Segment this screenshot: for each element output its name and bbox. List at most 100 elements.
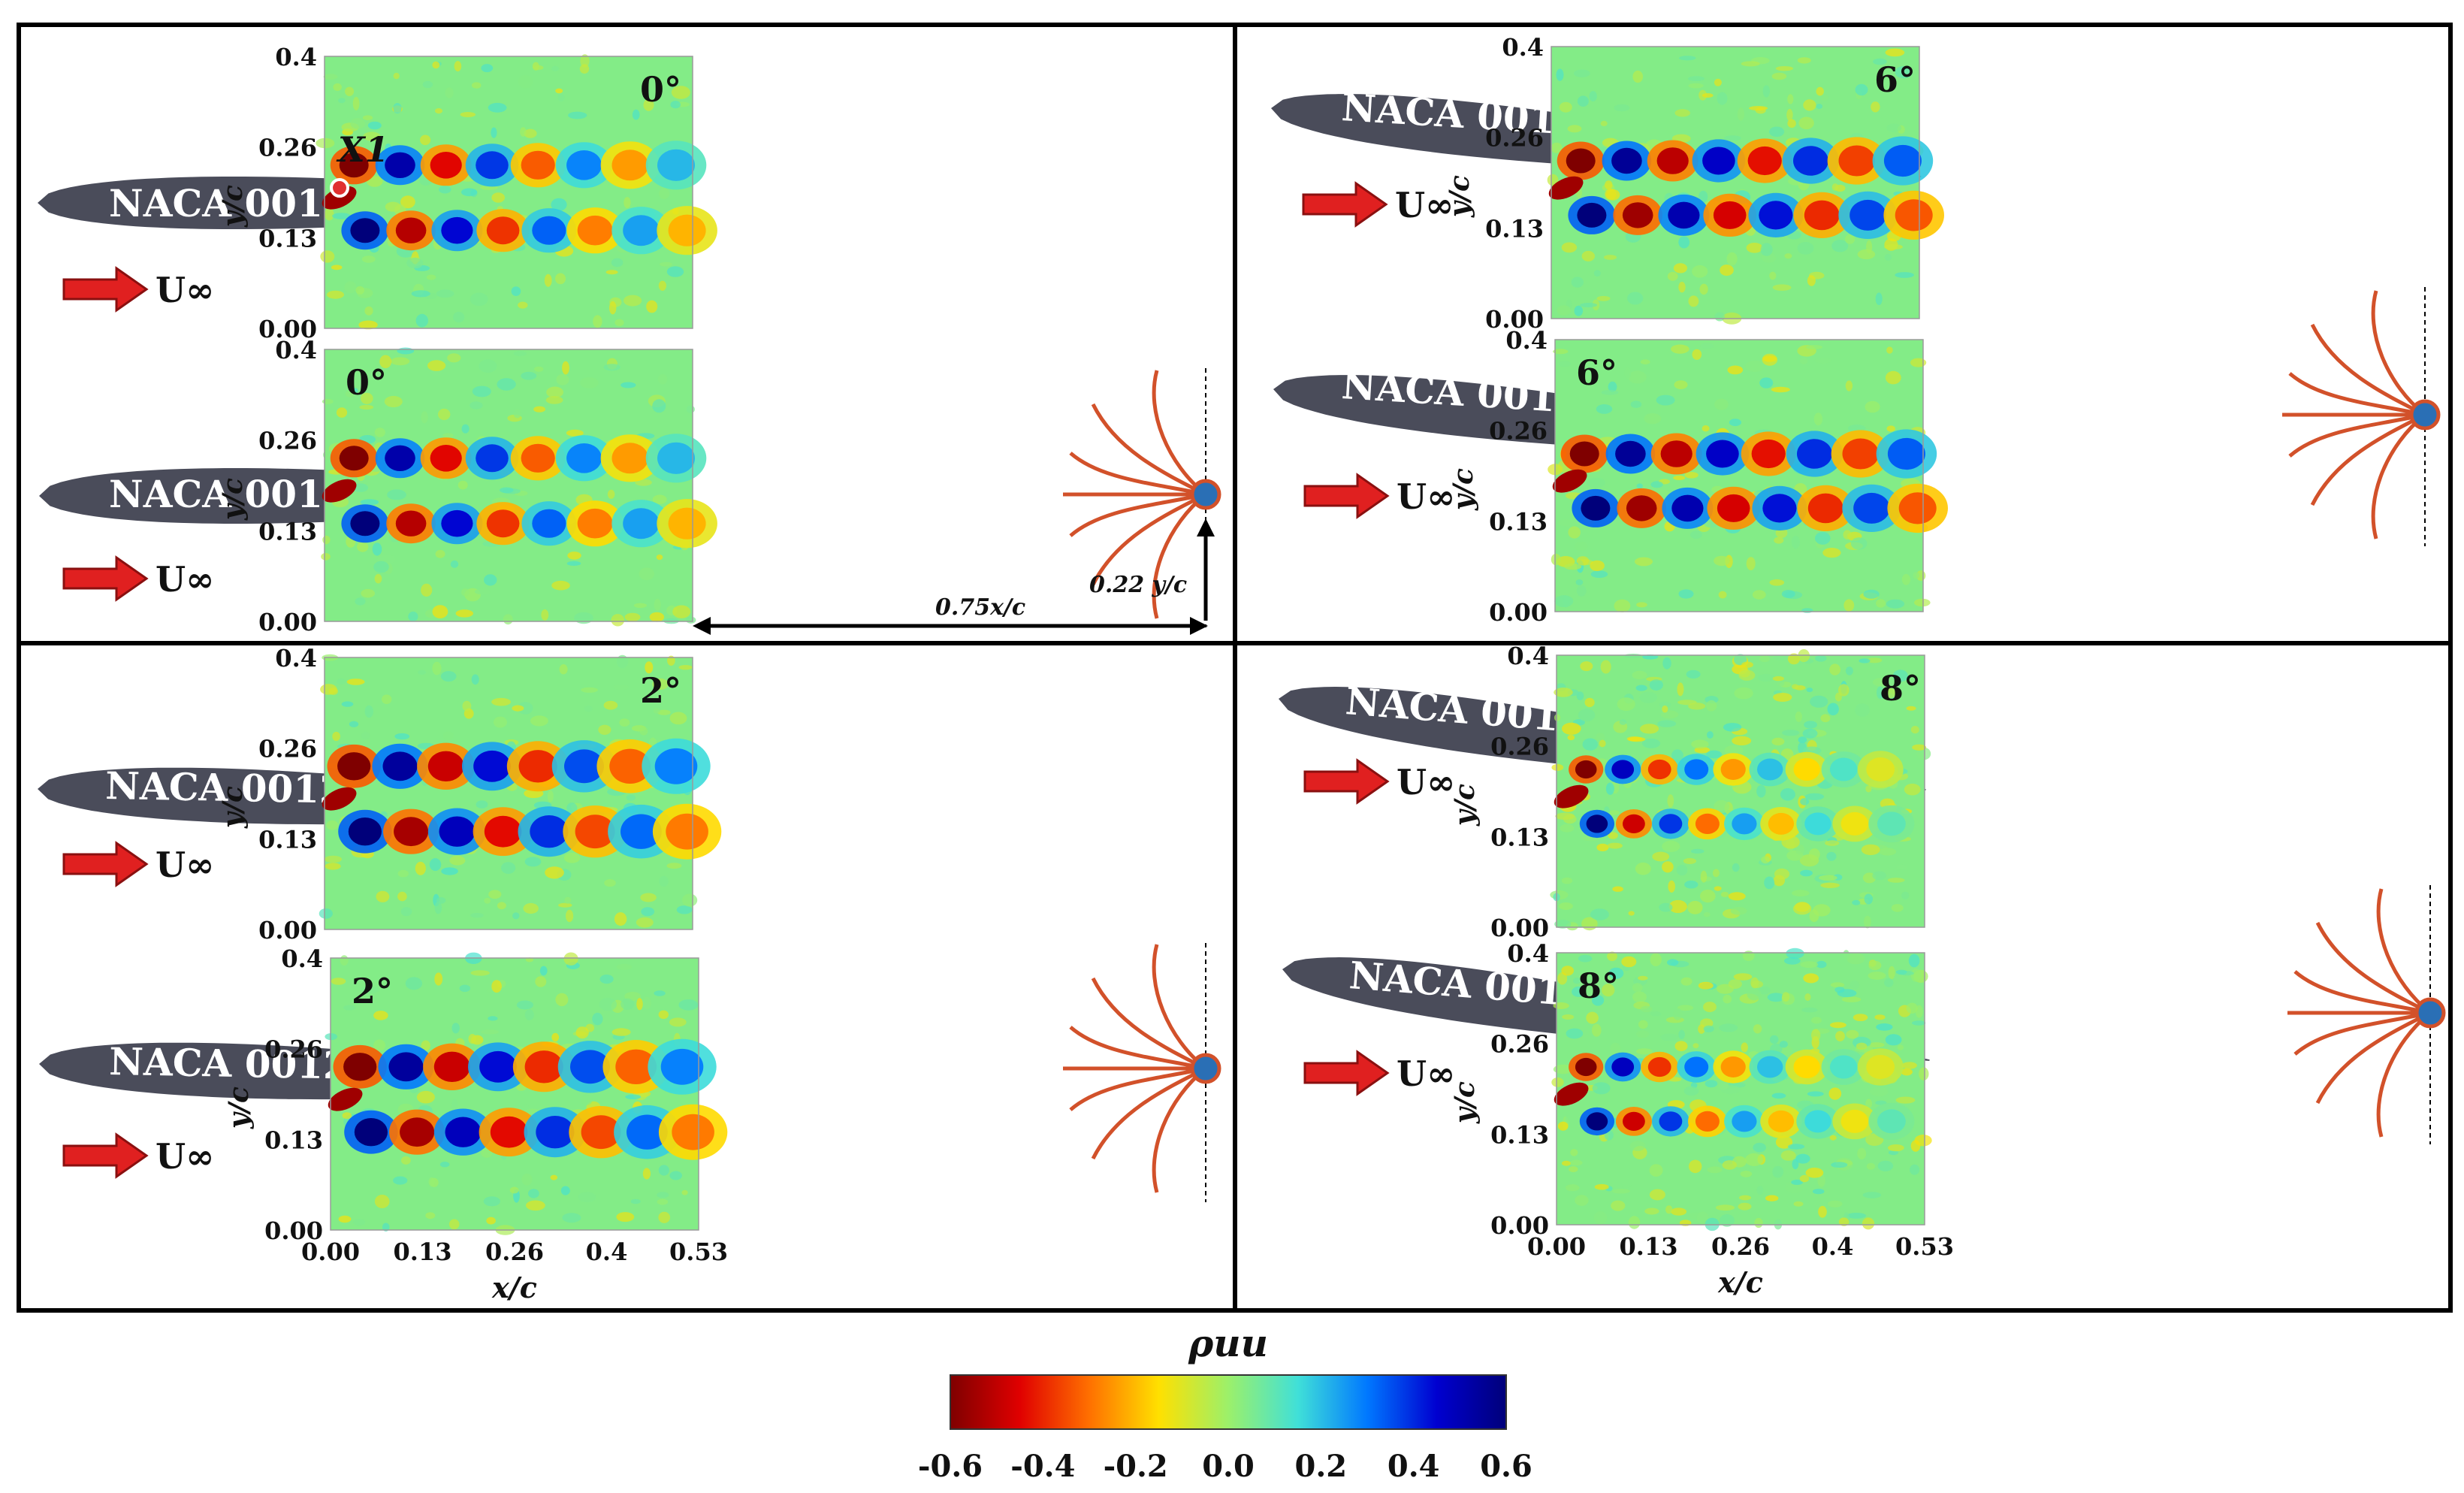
noise-speck bbox=[669, 712, 687, 725]
noise-speck bbox=[678, 665, 693, 670]
correlation-field bbox=[1547, 46, 1944, 325]
vortex-core bbox=[611, 443, 648, 474]
colorbar-tick-label: -0.6 bbox=[918, 1449, 983, 1484]
noise-speck bbox=[1855, 703, 1871, 717]
vortex-core bbox=[1660, 440, 1692, 467]
noise-speck bbox=[1806, 688, 1813, 693]
noise-speck bbox=[451, 1023, 460, 1034]
noise-speck bbox=[555, 88, 563, 94]
noise-speck bbox=[1559, 902, 1573, 910]
noise-speck bbox=[1678, 589, 1694, 599]
noise-speck bbox=[682, 893, 698, 907]
vortex-core bbox=[1659, 814, 1683, 834]
noise-speck bbox=[533, 406, 545, 413]
noise-speck bbox=[1569, 1159, 1583, 1166]
noise-speck bbox=[1571, 277, 1584, 288]
noise-speck bbox=[434, 972, 443, 986]
noise-speck bbox=[551, 580, 570, 591]
noise-speck bbox=[1662, 861, 1674, 873]
noise-speck bbox=[1737, 107, 1745, 121]
noise-speck bbox=[1688, 83, 1704, 89]
noise-speck bbox=[470, 912, 484, 918]
noise-speck bbox=[1757, 673, 1775, 682]
noise-speck bbox=[1561, 877, 1573, 884]
noise-speck bbox=[1841, 996, 1862, 1002]
noise-speck bbox=[364, 306, 373, 316]
noise-speck bbox=[361, 392, 373, 404]
freestream-label: U∞ bbox=[1397, 476, 1455, 517]
noise-speck bbox=[649, 612, 665, 622]
noise-speck bbox=[358, 320, 378, 330]
noise-speck bbox=[1813, 413, 1823, 426]
vortex-core bbox=[1577, 202, 1607, 228]
filament bbox=[1152, 944, 1207, 1070]
noise-speck bbox=[1808, 848, 1820, 861]
noise-speck bbox=[1572, 986, 1587, 997]
noise-speck bbox=[523, 902, 539, 914]
vortex-core bbox=[479, 1050, 517, 1083]
noise-speck bbox=[524, 857, 542, 867]
y-tick-label: 0.26 bbox=[1485, 124, 1544, 153]
noise-speck bbox=[1677, 682, 1684, 697]
noise-speck bbox=[442, 731, 454, 741]
noise-speck bbox=[1876, 599, 1886, 608]
noise-speck bbox=[1718, 1083, 1729, 1090]
vortex-core bbox=[621, 814, 662, 849]
noise-speck bbox=[1822, 548, 1841, 558]
noise-speck bbox=[626, 794, 636, 801]
noise-speck bbox=[1726, 252, 1738, 266]
vortex-core bbox=[654, 748, 698, 784]
noise-speck bbox=[322, 535, 331, 545]
noise-speck bbox=[1589, 91, 1597, 102]
noise-speck bbox=[1673, 263, 1687, 274]
vortex-core bbox=[581, 1115, 621, 1150]
noise-speck bbox=[1608, 810, 1620, 815]
noise-speck bbox=[1846, 1213, 1867, 1219]
noise-speck bbox=[1745, 1153, 1763, 1166]
shear-streak bbox=[322, 787, 357, 811]
noise-speck bbox=[598, 724, 611, 735]
vortex-core bbox=[430, 152, 462, 179]
freestream-label: U∞ bbox=[1397, 1053, 1455, 1094]
noise-speck bbox=[1787, 1144, 1805, 1150]
vortex-core bbox=[1569, 441, 1599, 467]
noise-speck bbox=[678, 999, 699, 1011]
noise-speck bbox=[411, 290, 430, 298]
noise-speck bbox=[1772, 1165, 1784, 1178]
filament bbox=[2310, 323, 2426, 417]
noise-speck bbox=[1668, 899, 1687, 914]
noise-speck bbox=[416, 1090, 435, 1104]
noise-speck bbox=[1752, 590, 1766, 600]
noise-speck bbox=[394, 733, 410, 740]
noise-speck bbox=[657, 709, 671, 715]
noise-speck bbox=[513, 351, 527, 356]
noise-speck bbox=[1886, 123, 1901, 132]
noise-speck bbox=[1582, 738, 1599, 751]
vortex-core bbox=[1898, 492, 1937, 524]
noise-speck bbox=[1570, 1149, 1578, 1156]
noise-speck bbox=[1895, 272, 1914, 278]
noise-speck bbox=[1913, 572, 1919, 579]
noise-speck bbox=[547, 790, 554, 802]
noise-speck bbox=[1853, 1014, 1868, 1021]
noise-speck bbox=[373, 1011, 388, 1020]
noise-speck bbox=[1698, 981, 1714, 990]
noise-speck bbox=[1561, 242, 1578, 253]
noise-speck bbox=[1551, 142, 1563, 153]
vortex-core bbox=[1713, 201, 1747, 229]
noise-speck bbox=[1818, 1205, 1827, 1218]
noise-speck bbox=[1612, 886, 1623, 892]
vortex-core bbox=[1757, 1056, 1783, 1078]
arrow-shape bbox=[62, 555, 149, 602]
noise-speck bbox=[1762, 85, 1770, 98]
vortex-core bbox=[532, 509, 566, 538]
colorbar-tick-label: -0.2 bbox=[1104, 1449, 1168, 1484]
noise-speck bbox=[363, 131, 381, 141]
noise-speck bbox=[652, 678, 669, 691]
noise-speck bbox=[1919, 1067, 1929, 1080]
noise-speck bbox=[654, 598, 661, 611]
noise-speck bbox=[604, 879, 616, 887]
noise-speck bbox=[563, 952, 578, 966]
noise-speck bbox=[1780, 1150, 1796, 1161]
